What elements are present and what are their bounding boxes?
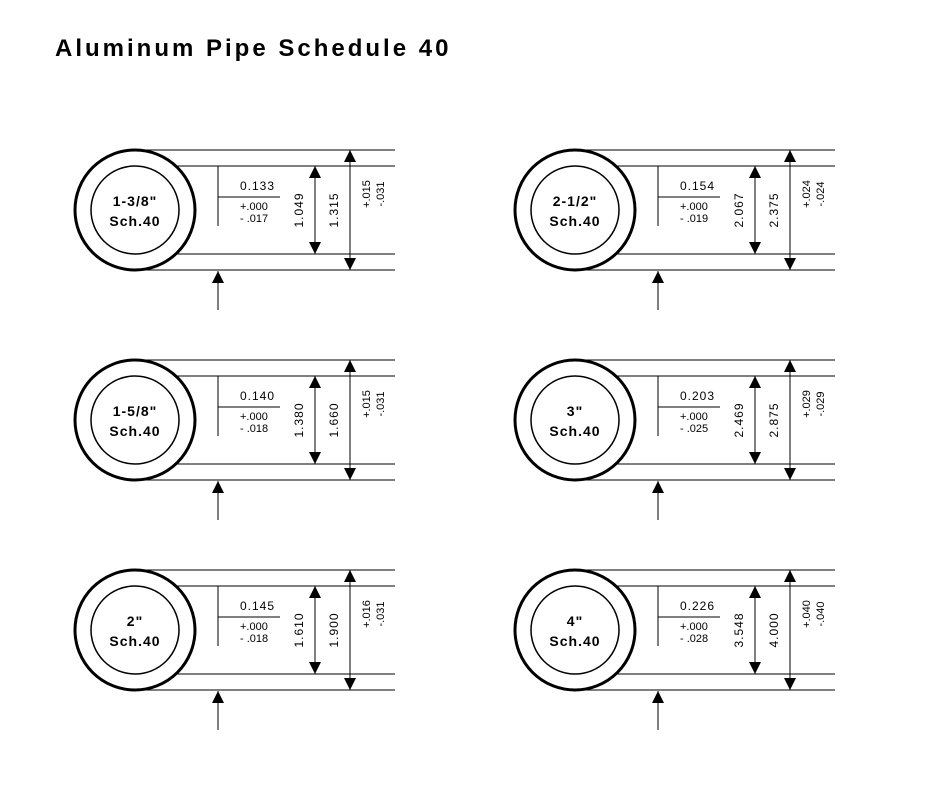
pipe-schedule-label: Sch.40 <box>549 633 600 649</box>
od-tol-minus: -.024 <box>815 181 827 206</box>
wall-tol-plus: +.000 <box>680 621 708 633</box>
id-dimension: 2.469 <box>732 402 746 437</box>
od-dimension: 4.000 <box>767 612 781 647</box>
pipe-diagram: 1-5/8" Sch.40 0.140 +.000- .018 1.380 1.660 +.… <box>75 360 395 520</box>
diagrams-canvas: 1-3/8"Sch.400.133+.000- .0171.0491.315+.… <box>0 0 945 805</box>
wall-thickness: 0.145 <box>240 599 275 613</box>
od-tol-plus: +.040 <box>801 600 813 628</box>
od-dimension: 2.875 <box>767 402 781 437</box>
id-dimension: 1.380 <box>292 402 306 437</box>
page-title: Aluminum Pipe Schedule 40 <box>55 35 451 63</box>
pipe-diagram: 2-1/2" Sch.40 0.154 +.000- .019 2.067 2.375 +.… <box>515 150 835 310</box>
page: Aluminum Pipe Schedule 40 1-3/8" Sch.40 0.… <box>0 0 945 805</box>
od-tol-plus: +.016 <box>361 600 373 628</box>
od-tol-minus: -.031 <box>375 181 387 206</box>
pipe-diagram: 1-3/8" Sch.40 0.133 +.000- .017 1.049 1.315 +.… <box>75 150 395 310</box>
wall-thickness: 0.226 <box>680 599 715 613</box>
wall-tol-minus: - .028 <box>680 633 708 645</box>
pipe-diagram: 2" Sch.40 0.145 +.000- .018 1.610 1.900 +.016-… <box>75 570 395 730</box>
id-dimension: 1.610 <box>292 612 306 647</box>
pipe-size-label: 1-5/8" <box>113 403 158 419</box>
pipe-schedule-label: Sch.40 <box>109 423 160 439</box>
pipe-schedule-label: Sch.40 <box>549 423 600 439</box>
od-tol-minus: -.040 <box>815 601 827 626</box>
wall-tol-plus: +.000 <box>680 201 708 213</box>
wall-tol-plus: +.000 <box>240 201 268 213</box>
pipe-size-label: 2" <box>127 613 143 629</box>
pipe-schedule-label: Sch.40 <box>549 213 600 229</box>
wall-tol-plus: +.000 <box>240 621 268 633</box>
pipe-size-label: 2-1/2" <box>553 193 598 209</box>
pipe-diagram: 3" Sch.40 0.203 +.000- .025 2.469 2.875 +.029-… <box>515 360 835 520</box>
pipe-size-label: 4" <box>567 613 583 629</box>
wall-thickness: 0.133 <box>240 179 275 193</box>
wall-tol-minus: - .018 <box>240 423 268 435</box>
wall-thickness: 0.154 <box>680 179 715 193</box>
pipe-size-label: 3" <box>567 403 583 419</box>
pipe-diagram: 4" Sch.40 0.226 +.000- .028 3.548 4.000 +.040-… <box>515 570 835 730</box>
od-tol-minus: -.031 <box>375 391 387 416</box>
od-tol-minus: -.029 <box>815 391 827 416</box>
wall-thickness: 0.140 <box>240 389 275 403</box>
pipe-size-label: 1-3/8" <box>113 193 158 209</box>
od-tol-plus: +.015 <box>361 390 373 418</box>
wall-tol-minus: - .025 <box>680 423 708 435</box>
wall-thickness: 0.203 <box>680 389 715 403</box>
wall-tol-plus: +.000 <box>240 411 268 423</box>
id-dimension: 3.548 <box>732 612 746 647</box>
od-dimension: 1.315 <box>327 192 341 227</box>
od-dimension: 2.375 <box>767 192 781 227</box>
od-tol-plus: +.024 <box>801 180 813 208</box>
od-tol-plus: +.029 <box>801 390 813 418</box>
wall-tol-minus: - .019 <box>680 213 708 225</box>
pipe-schedule-label: Sch.40 <box>109 213 160 229</box>
od-dimension: 1.900 <box>327 612 341 647</box>
od-dimension: 1.660 <box>327 402 341 437</box>
pipe-schedule-label: Sch.40 <box>109 633 160 649</box>
wall-tol-plus: +.000 <box>680 411 708 423</box>
wall-tol-minus: - .018 <box>240 633 268 645</box>
id-dimension: 1.049 <box>292 192 306 227</box>
od-tol-minus: -.031 <box>375 601 387 626</box>
wall-tol-minus: - .017 <box>240 213 268 225</box>
od-tol-plus: +.015 <box>361 180 373 208</box>
id-dimension: 2.067 <box>732 192 746 227</box>
